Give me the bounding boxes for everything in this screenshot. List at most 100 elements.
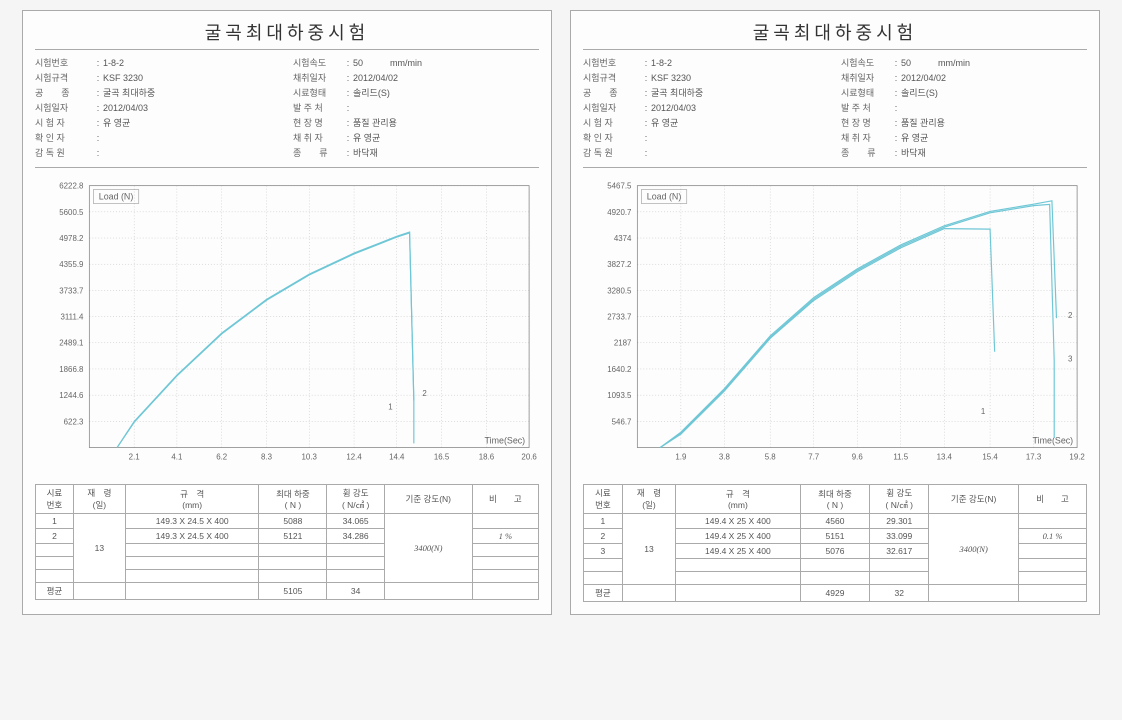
meta-label: 발 주 처 [293, 101, 343, 116]
meta-row: 시험속도:50 mm/min [841, 56, 1087, 71]
table-header: 규 격(mm) [125, 485, 258, 514]
results-table: 시료번호재 령(일)규 격(mm)최대 하중( N )휨 강도( N/㎠ )기준… [35, 484, 539, 600]
average-row: 평균 5105 34 [36, 583, 539, 600]
svg-text:19.2: 19.2 [1069, 452, 1084, 461]
meta-row: 시험규격:KSF 3230 [583, 71, 829, 86]
svg-text:14.4: 14.4 [389, 452, 405, 461]
meta-value [103, 146, 281, 161]
meta-label: 현 장 명 [841, 116, 891, 131]
svg-text:5.8: 5.8 [765, 452, 777, 461]
standard-strength-cell: 3400(N) [929, 514, 1019, 585]
svg-text:4.1: 4.1 [171, 452, 182, 461]
meta-row: 시험번호:1-8-2 [583, 56, 829, 71]
report-title: 굴곡최대하중시험 [35, 19, 539, 50]
meta-value [901, 101, 1087, 116]
meta-label: 시험번호 [35, 56, 93, 71]
svg-text:Time(Sec): Time(Sec) [485, 436, 526, 446]
svg-text:8.3: 8.3 [261, 452, 273, 461]
meta-row: 시험번호:1-8-2 [35, 56, 281, 71]
meta-label: 현 장 명 [293, 116, 343, 131]
meta-label: 확 인 자 [583, 131, 641, 146]
table-header: 시료번호 [584, 485, 623, 514]
table-header: 비 고 [472, 485, 538, 514]
table-header: 휨 강도( N/㎠ ) [870, 485, 929, 514]
table-row: 113149.3 X 24.5 X 400508834.0653400(N) [36, 514, 539, 529]
svg-text:Load (N): Load (N) [99, 191, 134, 201]
svg-text:2489.1: 2489.1 [59, 339, 83, 348]
average-row: 평균 4929 32 [584, 585, 1087, 602]
meta-value [651, 146, 829, 161]
meta-value: 품질 관리용 [353, 116, 539, 131]
table-header: 휨 강도( N/㎠ ) [327, 485, 385, 514]
svg-text:6222.8: 6222.8 [59, 182, 84, 191]
table-header: 비 고 [1019, 485, 1087, 514]
svg-text:3: 3 [1068, 354, 1073, 363]
table-row: 113149.4 X 25 X 400456029.3013400(N) [584, 514, 1087, 529]
meta-row: 시 험 자:유 영균 [583, 116, 829, 131]
svg-text:1.9: 1.9 [675, 452, 687, 461]
meta-label: 채 취 자 [841, 131, 891, 146]
svg-text:4978.2: 4978.2 [59, 234, 83, 243]
svg-text:9.6: 9.6 [852, 452, 864, 461]
svg-text:2187: 2187 [614, 339, 632, 348]
meta-row: 확 인 자: [35, 131, 281, 146]
results-table: 시료번호재 령(일)규 격(mm)최대 하중( N )휨 강도( N/㎠ )기준… [583, 484, 1087, 602]
standard-strength-cell: 3400(N) [384, 514, 472, 583]
age-cell: 13 [73, 514, 125, 583]
svg-text:2: 2 [422, 389, 426, 398]
svg-text:17.3: 17.3 [1026, 452, 1042, 461]
meta-value: 품질 관리용 [901, 116, 1087, 131]
meta-row: 채취일자:2012/04/02 [293, 71, 539, 86]
load-time-chart: 546.71093.51640.221872733.73280.53827.24… [583, 174, 1087, 474]
table-header: 재 령(일) [73, 485, 125, 514]
meta-value: 솔리드(S) [353, 86, 539, 101]
svg-text:4374: 4374 [614, 234, 632, 243]
svg-text:622.3: 622.3 [64, 417, 84, 426]
svg-text:4920.7: 4920.7 [607, 208, 631, 217]
svg-text:2733.7: 2733.7 [607, 313, 631, 322]
meta-value: 50 mm/min [353, 56, 539, 71]
meta-value: 유 영균 [651, 116, 829, 131]
meta-label: 시험일자 [35, 101, 93, 116]
svg-text:20.6: 20.6 [521, 452, 537, 461]
svg-text:3.8: 3.8 [719, 452, 731, 461]
svg-text:1: 1 [388, 403, 392, 412]
svg-text:13.4: 13.4 [937, 452, 953, 461]
meta-row: 채 취 자:유 영균 [841, 131, 1087, 146]
svg-text:6.2: 6.2 [216, 452, 227, 461]
report-title: 굴곡최대하중시험 [583, 19, 1087, 50]
table-header: 재 령(일) [622, 485, 675, 514]
age-cell: 13 [622, 514, 675, 585]
test-report: 굴곡최대하중시험시험번호:1-8-2시험규격:KSF 3230공 종:굴곡 최대… [570, 10, 1100, 615]
meta-row: 시험규격:KSF 3230 [35, 71, 281, 86]
svg-text:2.1: 2.1 [129, 452, 140, 461]
meta-value: 2012/04/02 [901, 71, 1087, 86]
table-header: 기준 강도(N) [384, 485, 472, 514]
svg-text:1093.5: 1093.5 [607, 391, 632, 400]
meta-label: 시 험 자 [35, 116, 93, 131]
svg-text:3733.7: 3733.7 [59, 286, 83, 295]
meta-value: 2012/04/03 [103, 101, 281, 116]
meta-label: 채 취 자 [293, 131, 343, 146]
table-header: 시료번호 [36, 485, 74, 514]
svg-text:5600.5: 5600.5 [59, 208, 84, 217]
meta-value: 1-8-2 [651, 56, 829, 71]
table-header: 규 격(mm) [676, 485, 801, 514]
svg-text:Time(Sec): Time(Sec) [1033, 436, 1074, 446]
test-report: 굴곡최대하중시험시험번호:1-8-2시험규격:KSF 3230공 종:굴곡 최대… [22, 10, 552, 615]
meta-label: 시료형태 [293, 86, 343, 101]
svg-text:3280.5: 3280.5 [607, 286, 632, 295]
svg-text:1866.8: 1866.8 [59, 365, 84, 374]
meta-row: 공 종:굴곡 최대하중 [583, 86, 829, 101]
meta-label: 공 종 [583, 86, 641, 101]
svg-text:15.4: 15.4 [982, 452, 998, 461]
meta-label: 확 인 자 [35, 131, 93, 146]
meta-value: 2012/04/02 [353, 71, 539, 86]
meta-row: 채 취 자:유 영균 [293, 131, 539, 146]
svg-text:7.7: 7.7 [808, 452, 819, 461]
meta-row: 현 장 명:품질 관리용 [841, 116, 1087, 131]
meta-value: 굴곡 최대하중 [651, 86, 829, 101]
meta-label: 시험속도 [293, 56, 343, 71]
svg-text:1: 1 [981, 407, 985, 416]
meta-row: 종 류:바닥재 [293, 146, 539, 161]
